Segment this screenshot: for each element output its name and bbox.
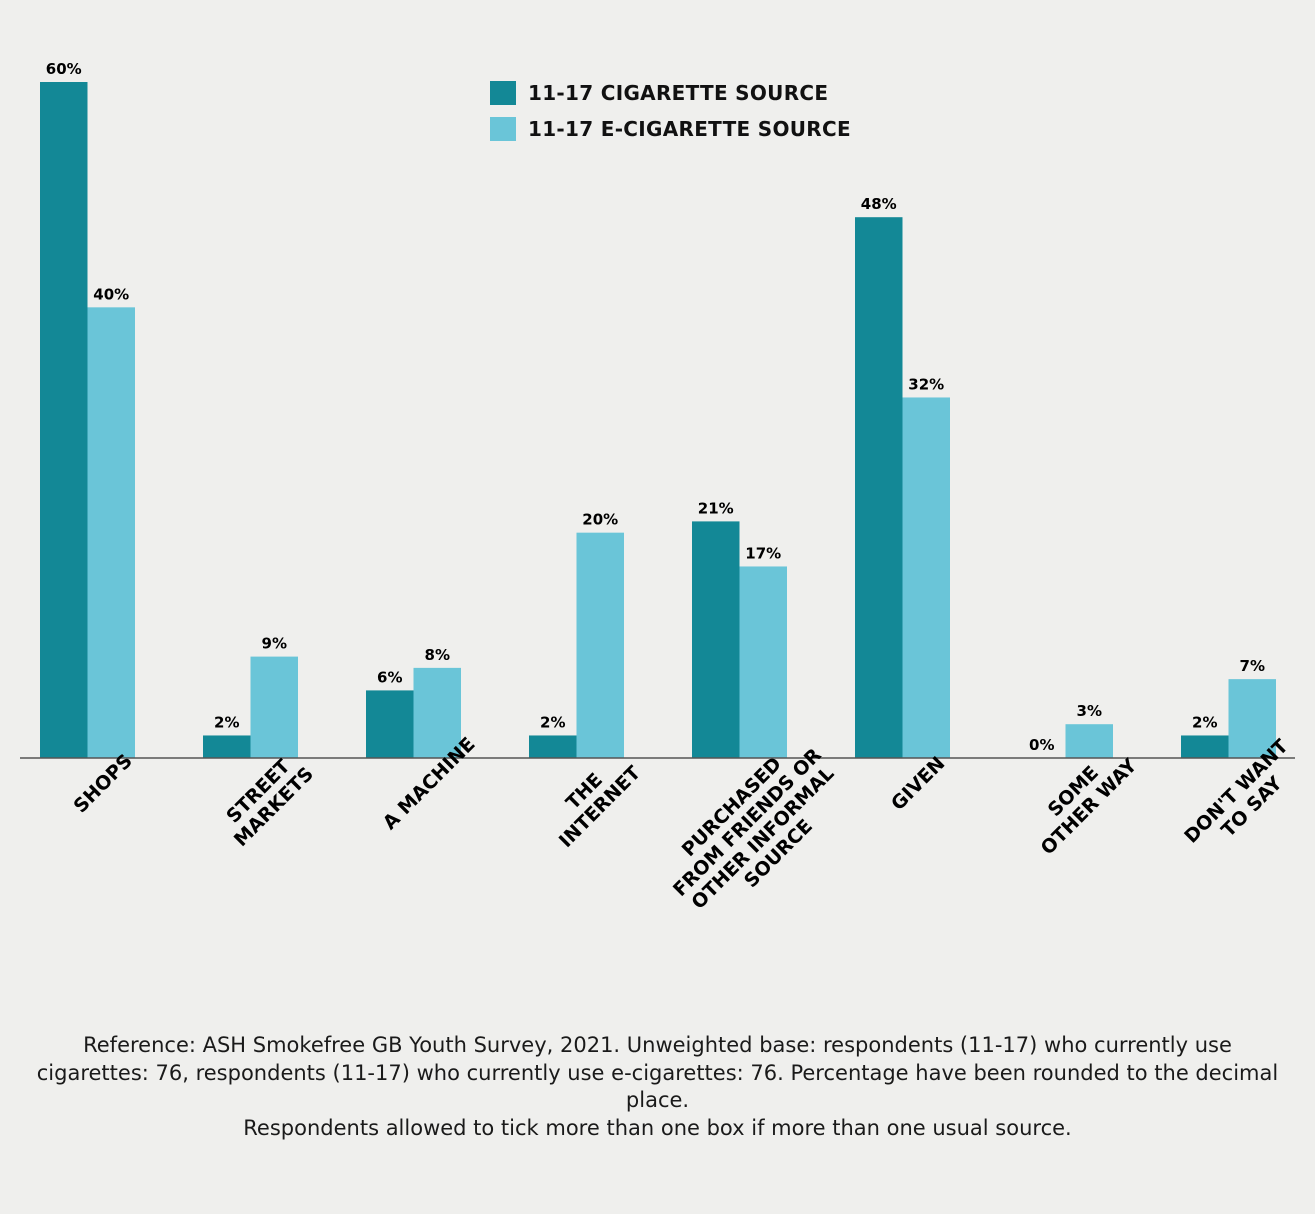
- legend-label-e-cigarette: 11-17 E-CIGARETTE SOURCE: [528, 117, 851, 141]
- bar-cigarette-1: [203, 735, 251, 758]
- bar-cigarette-7: [1181, 735, 1229, 758]
- bar-e-cigarette-1: [250, 656, 298, 758]
- bar-e-cigarette-7: [1228, 679, 1276, 758]
- bar-cigarette-5: [855, 217, 903, 758]
- value-label-e-cigarette-6: 3%: [1077, 702, 1102, 720]
- legend-item-e-cigarette: 11-17 E-CIGARETTE SOURCE: [490, 116, 851, 142]
- bar-cigarette-2: [366, 690, 414, 758]
- value-label-cigarette-0: 60%: [46, 60, 82, 78]
- legend-swatch-cigarette: [490, 81, 516, 105]
- bar-cigarette-4: [692, 521, 740, 758]
- bar-chart: 60%40%2%9%6%8%2%20%21%17%48%32%0%3%2%7% …: [20, 60, 1295, 914]
- legend-swatch-e-cigarette: [490, 117, 516, 141]
- value-label-e-cigarette-7: 7%: [1240, 657, 1265, 675]
- category-label-line: SHOPS: [69, 750, 136, 817]
- value-label-cigarette-1: 2%: [214, 713, 239, 731]
- legend-label-cigarette: 11-17 CIGARETTE SOURCE: [528, 81, 829, 105]
- value-label-cigarette-7: 2%: [1192, 713, 1217, 731]
- value-label-e-cigarette-5: 32%: [908, 375, 944, 393]
- bar-e-cigarette-3: [576, 532, 624, 758]
- value-label-e-cigarette-2: 8%: [425, 646, 450, 664]
- category-label-5: GIVEN: [887, 752, 949, 814]
- bar-e-cigarette-0: [87, 307, 135, 758]
- bar-cigarette-0: [40, 82, 88, 758]
- bar-e-cigarette-2: [413, 667, 461, 758]
- value-label-e-cigarette-0: 40%: [93, 285, 129, 303]
- value-labels-group: 60% 40% 2% 9% 6% 8% 2% 20% 21% 17% 48% 32% 0% 3% 2% 7%: [46, 60, 1265, 754]
- value-label-cigarette-3: 2%: [540, 713, 565, 731]
- value-label-cigarette-4: 21%: [698, 499, 734, 517]
- value-label-e-cigarette-4: 17%: [745, 544, 781, 562]
- footnote-reference: Reference: ASH Smokefree GB Youth Survey…: [36, 1033, 1279, 1112]
- category-label-0: SHOPS: [69, 750, 136, 817]
- value-label-e-cigarette-1: 9%: [262, 635, 287, 653]
- value-label-cigarette-5: 48%: [861, 195, 897, 213]
- bar-e-cigarette-5: [902, 397, 950, 758]
- footnote-note: Respondents allowed to tick more than on…: [243, 1115, 1072, 1140]
- bars-group: [40, 82, 1276, 758]
- footnote: Reference: ASH Smokefree GB Youth Survey…: [30, 1032, 1285, 1142]
- bar-e-cigarette-4: [739, 566, 787, 758]
- bar-cigarette-3: [529, 735, 577, 758]
- bar-e-cigarette-6: [1065, 724, 1113, 758]
- category-label-line: INTERNET: [555, 762, 645, 852]
- value-label-cigarette-2: 6%: [377, 668, 402, 686]
- value-label-e-cigarette-3: 20%: [582, 511, 618, 529]
- legend-item-cigarette: 11-17 CIGARETTE SOURCE: [490, 80, 851, 106]
- legend: 11-17 CIGARETTE SOURCE 11-17 E-CIGARETTE…: [490, 80, 851, 152]
- category-label-line: GIVEN: [887, 752, 949, 814]
- value-label-cigarette-6: 0%: [1029, 736, 1054, 754]
